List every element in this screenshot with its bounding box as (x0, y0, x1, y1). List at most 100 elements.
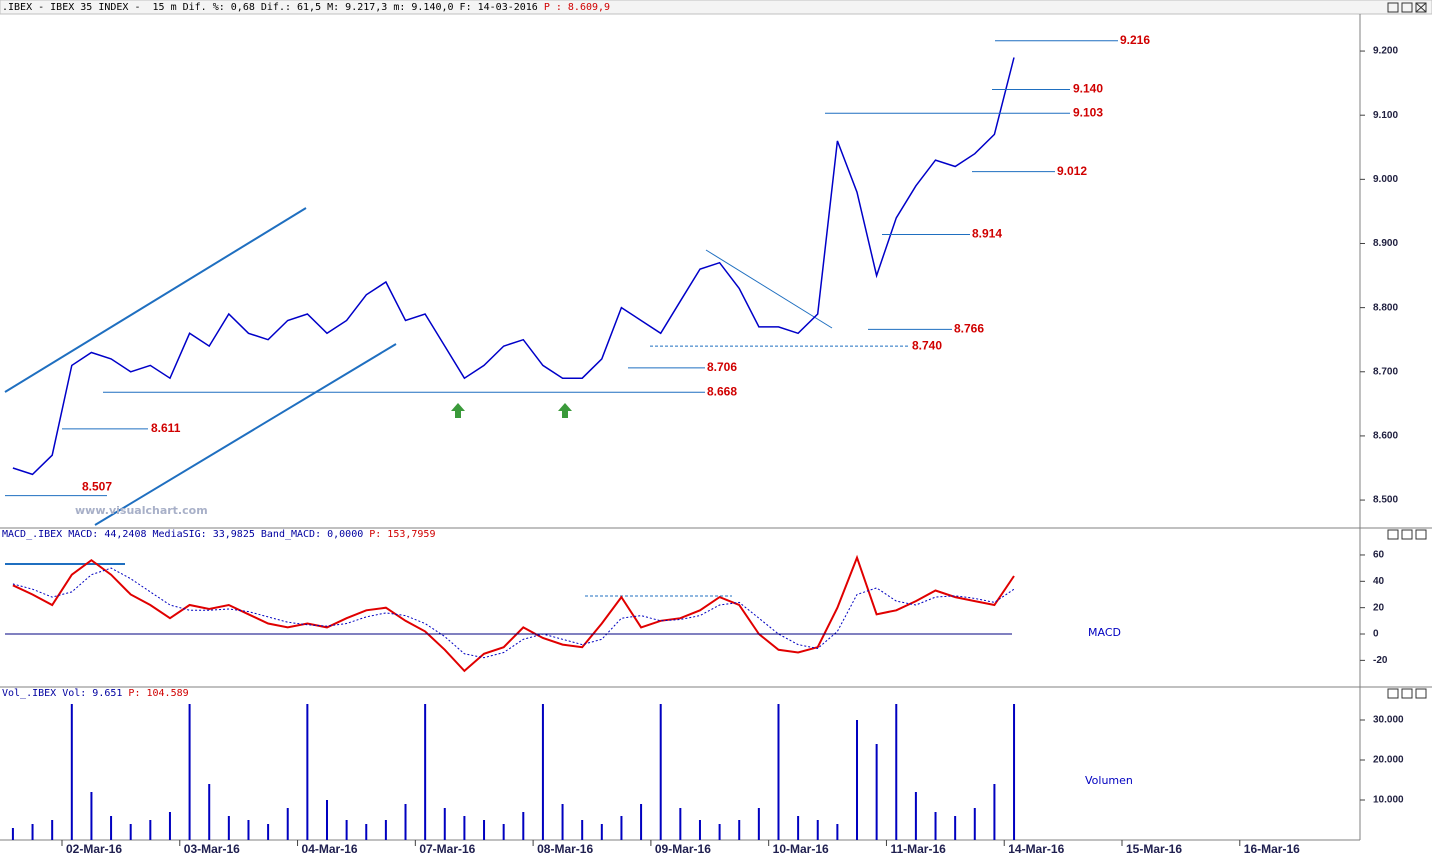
volume-bar (973, 808, 976, 840)
volume-bar (954, 816, 957, 840)
macd-title: MACD_.IBEX MACD: 44,2408 MediaSIG: 33,98… (2, 529, 363, 540)
button-max[interactable] (1401, 2, 1413, 13)
y-tick-label: 8.500 (1373, 495, 1398, 506)
volume-bar (816, 820, 819, 840)
volume-bar (11, 828, 14, 840)
volume-bar (895, 704, 898, 840)
volume-bar (463, 816, 466, 840)
volume-bar (738, 820, 741, 840)
level-label: 8.668 (707, 384, 737, 398)
x-tick-label: 10-Mar-16 (773, 842, 829, 856)
volume-bar (129, 824, 132, 840)
volume-bar (541, 704, 544, 840)
volume-bar (659, 704, 662, 840)
y-tick-label: 8.600 (1373, 431, 1398, 442)
button-menu[interactable] (1387, 2, 1399, 13)
level-label: 9.103 (1073, 105, 1103, 119)
volume-bar (227, 816, 230, 840)
y-tick-label: 20.000 (1373, 755, 1404, 766)
y-tick-label: 8.700 (1373, 366, 1398, 377)
volume-bar (797, 816, 800, 840)
volume-bar (777, 704, 780, 840)
volume-bar (110, 816, 113, 840)
volume-bar (757, 808, 760, 840)
x-tick-label: 02-Mar-16 (66, 842, 122, 856)
x-tick-label: 04-Mar-16 (302, 842, 358, 856)
y-tick-label: 9.000 (1373, 174, 1398, 185)
volume-bar (286, 808, 289, 840)
volume-bar (404, 804, 407, 840)
button-menu[interactable] (1387, 688, 1399, 699)
window-buttons[interactable] (1387, 2, 1427, 699)
y-tick-label: 30.000 (1373, 715, 1404, 726)
volume-bar (31, 824, 34, 840)
volume-bar (365, 824, 368, 840)
header-bar (0, 0, 1432, 15)
x-tick-label: 09-Mar-16 (655, 842, 711, 856)
up-arrow (558, 403, 572, 418)
y-tick-label: 8.900 (1373, 238, 1398, 249)
y-tick-label: -20 (1373, 655, 1388, 666)
macd-header: MACD_.IBEX MACD: 44,2408 MediaSIG: 33,98… (2, 529, 435, 540)
level-label: 8.611 (151, 421, 181, 435)
volume-bar (522, 812, 525, 840)
macd-line (12, 554, 1015, 673)
y-tick-label: 8.800 (1373, 302, 1398, 313)
x-tick-label: 11-Mar-16 (890, 842, 946, 856)
header-title: .IBEX - IBEX 35 INDEX - 15 m Dif. %: 0,6… (2, 2, 538, 13)
y-tick-label: 10.000 (1373, 795, 1404, 806)
x-tick-label: 14-Mar-16 (1008, 842, 1064, 856)
volume-bar (1013, 704, 1016, 840)
y-tick-label: 9.200 (1373, 46, 1398, 57)
button-close[interactable] (1415, 529, 1427, 540)
volume-bar (581, 820, 584, 840)
y-tick-label: 40 (1373, 576, 1385, 587)
up-arrow (451, 403, 465, 418)
x-tick-label: 07-Mar-16 (419, 842, 475, 856)
watermark: www.visualchart.com (75, 504, 208, 517)
volume-bar (483, 820, 486, 840)
button-close[interactable] (1415, 2, 1427, 13)
header-price: P : 8.609,9 (544, 2, 610, 13)
volume-bar (679, 808, 682, 840)
level-label: 9.012 (1057, 164, 1087, 178)
volume-bar (247, 820, 250, 840)
x-tick-label: 15-Mar-16 (1126, 842, 1182, 856)
volume-bar (934, 812, 937, 840)
button-max[interactable] (1401, 529, 1413, 540)
volume-bar (914, 792, 917, 840)
button-max[interactable] (1401, 688, 1413, 699)
level-label: 9.216 (1120, 33, 1150, 47)
button-menu[interactable] (1387, 529, 1399, 540)
x-tick-label: 08-Mar-16 (537, 842, 593, 856)
volume-bar (993, 784, 996, 840)
button-close[interactable] (1415, 688, 1427, 699)
volume-bar (424, 704, 427, 840)
macd-price: P: 153,7959 (369, 529, 435, 540)
volume-bar (561, 804, 564, 840)
volume-bar (836, 824, 839, 840)
level-label: 8.507 (82, 480, 112, 494)
channel-line (4, 207, 307, 393)
header: .IBEX - IBEX 35 INDEX - 15 m Dif. %: 0,6… (2, 2, 610, 13)
x-tick-label: 16-Mar-16 (1244, 842, 1300, 856)
volume-bar (168, 812, 171, 840)
drawings (4, 207, 833, 597)
volume-bar (875, 744, 878, 840)
volume-bar (325, 800, 328, 840)
volume-bar (384, 820, 387, 840)
level-label: 8.740 (912, 338, 942, 352)
volume-bar (188, 704, 191, 840)
channel-line (94, 343, 397, 526)
panel-label: Volumen (1085, 774, 1133, 787)
volume-bar (90, 792, 93, 840)
volume-bar (718, 824, 721, 840)
volume-bar (443, 808, 446, 840)
volume-bar (267, 824, 270, 840)
volume-bar (306, 704, 309, 840)
arrows (451, 403, 572, 418)
volume-bar (51, 820, 54, 840)
price-line (12, 57, 1015, 476)
